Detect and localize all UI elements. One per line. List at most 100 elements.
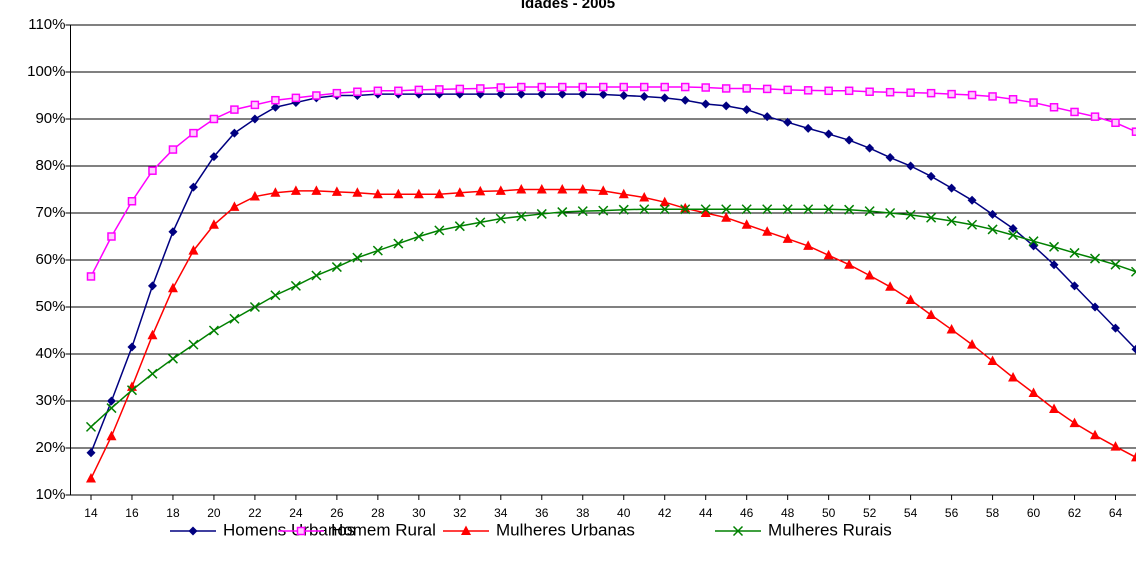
x-tick-label: 30: [412, 506, 426, 520]
marker: [721, 204, 732, 215]
marker: [127, 342, 137, 352]
marker: [147, 368, 158, 379]
marker: [209, 114, 219, 124]
marker: [577, 184, 588, 194]
marker: [1008, 372, 1019, 382]
series-line: [90, 208, 1136, 428]
marker: [1008, 224, 1018, 234]
marker: [209, 152, 219, 162]
marker: [947, 89, 956, 99]
marker: [988, 209, 998, 219]
marker: [331, 262, 342, 273]
marker: [229, 313, 240, 324]
marker: [803, 123, 813, 133]
y-tick-label: 100%: [27, 63, 65, 80]
marker: [332, 88, 342, 98]
marker: [475, 217, 486, 228]
marker: [639, 204, 650, 215]
x-tick-label: 52: [863, 506, 877, 520]
chart-title: Idades - 2005: [521, 0, 615, 12]
marker: [516, 184, 527, 194]
marker: [946, 215, 957, 227]
marker: [885, 87, 895, 97]
marker: [762, 204, 773, 215]
marker: [188, 182, 198, 192]
marker: [536, 208, 547, 219]
marker: [844, 135, 854, 145]
marker: [208, 325, 219, 336]
marker: [926, 309, 937, 319]
marker: [659, 204, 670, 215]
series-line: [90, 93, 1136, 453]
marker: [249, 191, 260, 201]
marker: [414, 85, 424, 95]
marker: [926, 212, 937, 223]
marker: [700, 204, 711, 215]
legend-marker: [461, 525, 471, 535]
marker: [270, 187, 281, 197]
y-tick-label: 60%: [35, 251, 65, 268]
marker: [1008, 230, 1019, 241]
x-tick-label: 16: [125, 506, 139, 520]
marker: [1111, 323, 1121, 333]
marker: [85, 473, 96, 483]
marker: [905, 294, 916, 304]
legend-label: Homem Rural: [331, 520, 436, 539]
legend-marker: [188, 526, 198, 536]
marker: [86, 272, 96, 281]
x-tick-label: 24: [289, 506, 303, 520]
marker: [168, 145, 178, 154]
marker: [311, 185, 322, 195]
marker: [599, 82, 608, 92]
marker: [598, 185, 609, 195]
x-tick-label: 22: [248, 506, 262, 520]
marker: [455, 84, 465, 94]
marker: [1070, 281, 1080, 291]
marker: [598, 205, 609, 216]
marker: [1089, 253, 1101, 264]
marker: [885, 153, 895, 163]
marker: [372, 188, 383, 199]
legend-label: Mulheres Urbanas: [496, 520, 635, 539]
marker: [1130, 266, 1136, 277]
marker: [824, 129, 834, 139]
marker: [926, 88, 936, 98]
marker: [537, 89, 547, 99]
marker: [783, 117, 793, 127]
y-tick-label: 20%: [35, 439, 65, 456]
marker: [762, 84, 772, 94]
marker: [905, 209, 916, 220]
marker: [1049, 260, 1059, 270]
marker: [967, 90, 977, 100]
marker: [495, 213, 506, 224]
marker: [639, 82, 649, 92]
legend-label: Homens Urbanos: [223, 520, 355, 539]
marker: [701, 99, 711, 109]
marker: [1049, 403, 1060, 413]
marker: [598, 90, 608, 100]
marker: [208, 219, 219, 229]
marker: [1029, 98, 1038, 107]
marker: [823, 249, 834, 260]
marker: [250, 100, 260, 110]
x-tick-label: 46: [740, 506, 754, 520]
x-tick-label: 36: [535, 506, 549, 520]
marker: [86, 448, 96, 458]
marker: [1110, 259, 1121, 270]
marker: [823, 204, 834, 215]
marker: [516, 211, 527, 222]
marker: [352, 187, 363, 197]
marker: [312, 91, 321, 100]
marker: [352, 252, 363, 263]
y-tick-label: 40%: [35, 345, 65, 362]
marker: [413, 188, 424, 199]
marker: [578, 82, 588, 92]
x-tick-label: 32: [453, 506, 467, 520]
marker: [372, 245, 383, 256]
marker: [619, 91, 629, 100]
series-line: [90, 86, 1136, 277]
marker: [1111, 118, 1120, 128]
y-tick-label: 110%: [28, 16, 65, 33]
x-tick-label: 42: [658, 506, 672, 520]
